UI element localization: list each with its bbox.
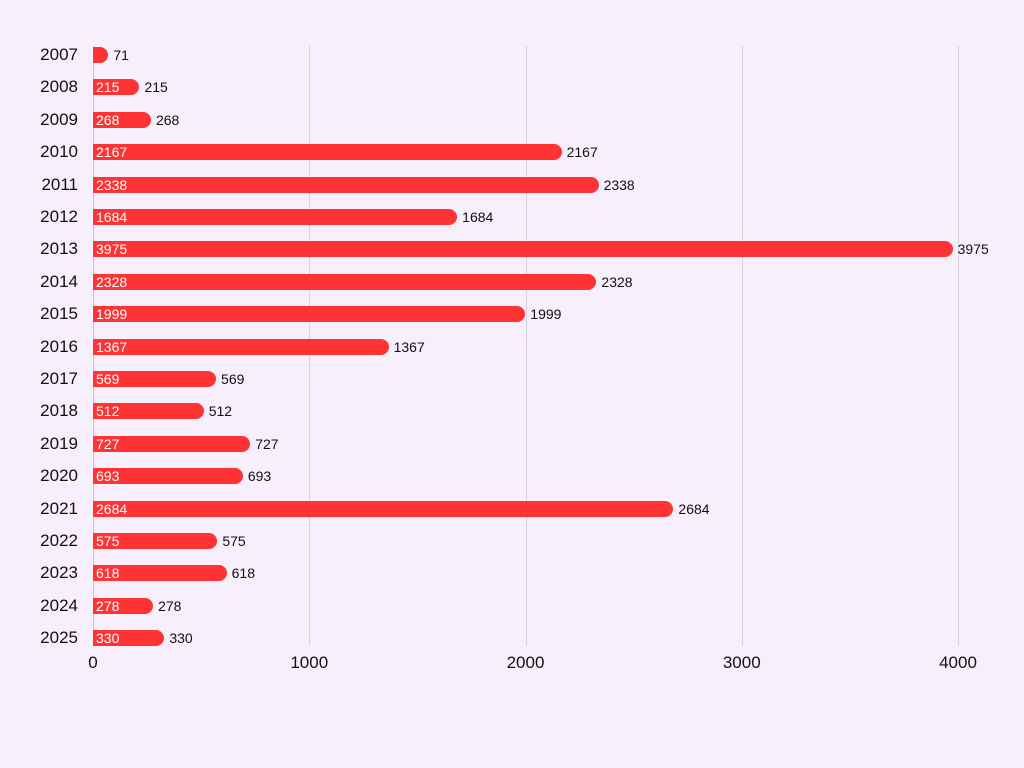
bar-value-label: 3975 [957,241,989,258]
bar-inner-value-label: 2167 [96,144,128,161]
y-category-label: 2014 [40,271,78,291]
x-tick-label: 3000 [722,653,761,672]
bar-inner-value-label: 1367 [96,338,128,355]
gridline [958,46,959,646]
bar: 3975 [93,241,953,258]
bar-value-label: 1999 [530,306,562,323]
bar-value-label: 1367 [393,338,425,355]
bar-inner-value-label: 575 [96,533,120,549]
bar: 569 [93,371,217,387]
bar-inner-value-label: 512 [96,403,120,420]
y-category-label: 2009 [40,109,78,129]
bar-value-label: 278 [158,597,182,614]
y-category-label: 2019 [40,433,78,453]
bar-value-label: 618 [231,565,255,582]
y-category-label: 2013 [40,239,78,259]
bar-inner-value-label: 268 [96,111,120,128]
bar: 1999 [93,306,526,323]
bar-inner-value-label: 330 [96,630,120,647]
bar-inner-value-label: 3975 [96,241,128,258]
bar-value-label: 330 [169,630,193,647]
bar-inner-value-label: 278 [96,597,120,614]
bar-inner-value-label: 215 [96,79,120,96]
bar: 512 [93,403,204,420]
bar-inner-value-label: 569 [96,371,120,387]
bar: 618 [93,565,227,582]
y-category-label: 2011 [41,174,78,194]
bar-value-label: 71 [113,47,129,63]
bar-inner-value-label: 2328 [96,273,128,290]
x-tick-label: 2000 [506,653,545,672]
x-tick-label: 4000 [939,653,977,672]
bar: 2338 [93,176,599,193]
y-category-label: 2020 [40,466,78,486]
bar: 575 [93,533,218,549]
bar-value-label: 569 [221,371,245,387]
x-tick-label: 0 [88,653,98,672]
x-tick-label: 1000 [290,653,329,672]
y-category-label: 2012 [40,207,78,226]
y-category-label: 2010 [40,142,78,162]
y-category-label: 2025 [40,628,78,648]
y-category-label: 2016 [40,336,78,356]
bar-inner-value-label: 1684 [96,209,128,225]
bar: 1684 [93,209,458,225]
bar [93,47,109,63]
bar: 1367 [93,338,389,355]
y-category-label: 2024 [40,595,78,615]
bar-value-label: 268 [155,111,180,128]
bar: 2167 [93,144,562,161]
y-category-label: 2017 [40,369,78,388]
bar-value-label: 575 [222,533,246,549]
bar: 2328 [93,273,597,290]
y-category-label: 2007 [40,45,78,64]
bar: 727 [93,435,251,452]
bar-value-label: 1684 [462,209,494,225]
gridline [525,46,527,646]
y-category-label: 2018 [40,401,78,421]
y-category-label: 2015 [40,304,78,324]
bar-value-label: 2338 [603,176,635,193]
bar-value-label: 2167 [566,144,598,161]
bar-value-label: 2684 [678,500,710,517]
bar-inner-value-label: 1999 [96,306,128,323]
bar: 693 [93,468,243,485]
bar-inner-value-label: 2684 [96,500,128,517]
bar-inner-value-label: 727 [96,435,120,452]
y-category-label: 2008 [40,77,78,97]
y-category-label: 2023 [40,563,78,583]
bar-inner-value-label: 2338 [96,176,128,193]
bar: 268 [93,111,151,128]
bar-inner-value-label: 693 [96,468,120,485]
bar: 278 [93,597,154,614]
bar: 215 [93,79,140,96]
bar-value-label: 727 [255,435,279,452]
y-category-label: 2022 [40,531,78,550]
gridline [741,46,743,646]
bar-inner-value-label: 618 [96,565,120,582]
bar: 2684 [93,500,674,517]
y-category-label: 2021 [40,498,78,518]
bar-value-label: 2328 [601,273,633,290]
bar-value-label: 512 [208,403,233,420]
bar-value-label: 215 [144,79,168,96]
bar-value-label: 693 [247,468,272,485]
bar: 330 [93,630,165,647]
